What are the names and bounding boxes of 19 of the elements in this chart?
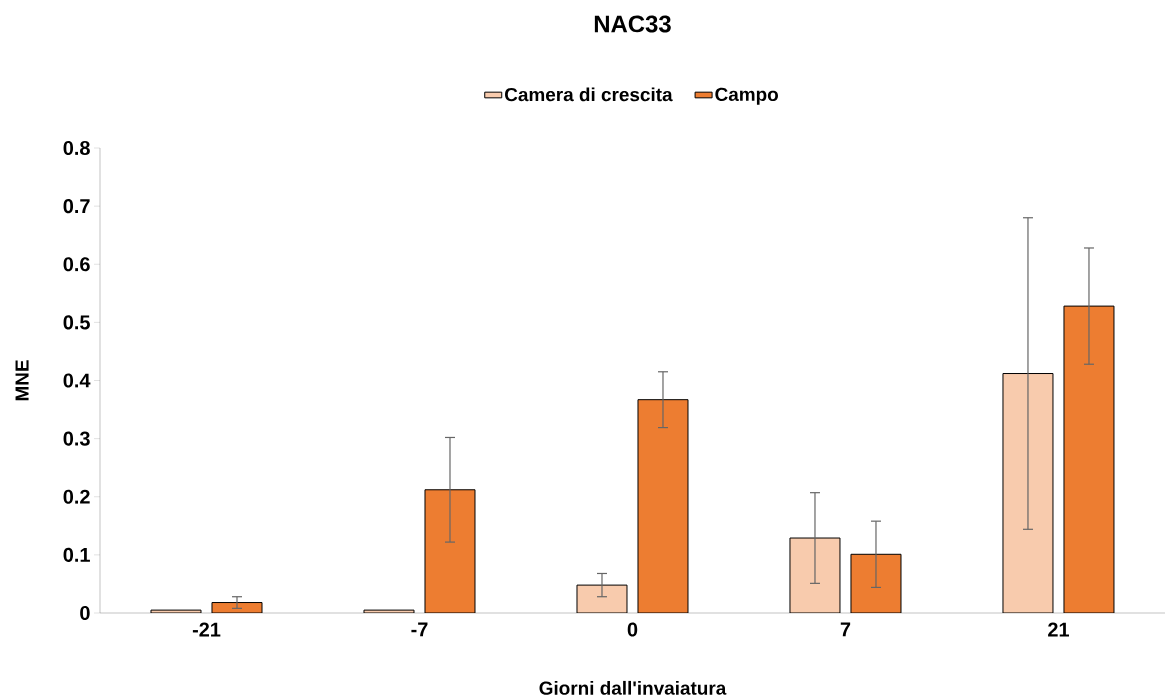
legend-label: Camera di crescita <box>505 87 673 102</box>
y-tick-label: 0.7 <box>63 199 90 214</box>
y-tick-label: 0.5 <box>63 315 90 330</box>
chart-title: NAC33 <box>594 15 671 33</box>
y-tick-label: 0.8 <box>63 140 90 156</box>
y-axis-title: MNE <box>15 360 29 401</box>
y-tick-label: 0.6 <box>63 257 90 272</box>
y-tick-label: 0 <box>80 605 90 621</box>
legend-label: Campo <box>715 87 778 105</box>
x-tick-label: 7 <box>840 622 851 637</box>
y-tick-label: 0.2 <box>63 489 90 504</box>
y-tick-label: 0.4 <box>63 373 91 388</box>
x-axis-title: Giorni dall'invaiatura <box>539 680 727 695</box>
x-tick-label: 0 <box>627 622 638 637</box>
y-tick-label: 0.3 <box>63 431 90 446</box>
x-tick-label: 21 <box>1048 622 1069 637</box>
x-tick-label: -21 <box>192 622 221 637</box>
x-tick-label: -7 <box>411 622 428 637</box>
y-tick-label: 0.1 <box>63 547 90 562</box>
